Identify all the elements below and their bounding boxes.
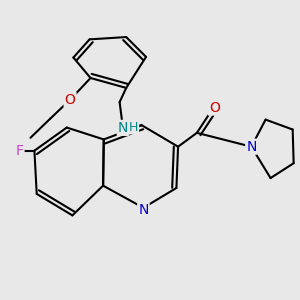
Text: O: O (64, 93, 76, 107)
Text: F: F (16, 144, 24, 158)
Text: O: O (209, 100, 220, 115)
Text: N: N (138, 203, 148, 217)
Text: N: N (118, 121, 128, 135)
Text: H: H (129, 121, 138, 134)
Text: N: N (246, 140, 256, 154)
